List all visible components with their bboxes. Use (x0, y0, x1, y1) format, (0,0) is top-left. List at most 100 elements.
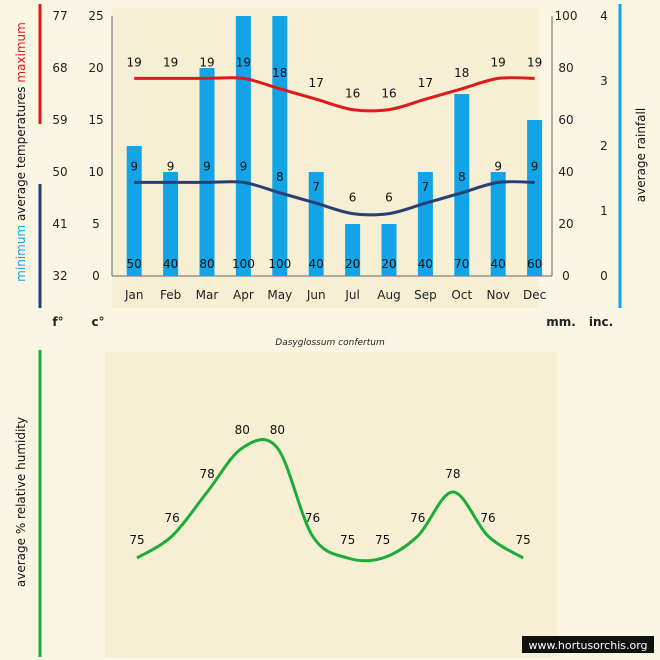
min-temp-label-sep: 7 (422, 180, 430, 194)
humidity-label-aug: 75 (375, 533, 390, 547)
celsius-tick: 0 (92, 269, 100, 283)
month-tick-feb: Feb (160, 288, 181, 302)
rain-bar-nov (490, 172, 506, 276)
month-tick-jun: Jun (306, 288, 326, 302)
max-temp-label-oct: 18 (454, 66, 469, 80)
min-temp-line (134, 180, 535, 217)
rain-mm-tick: 80 (558, 61, 573, 75)
humidity-label-oct: 78 (445, 467, 460, 481)
min-temp-label-apr: 9 (240, 159, 248, 173)
max-temp-label-apr: 19 (236, 55, 251, 69)
rain-bar-dec (527, 120, 543, 276)
max-temp-label-feb: 19 (163, 55, 178, 69)
month-tick-dec: Dec (523, 288, 546, 302)
rain-inch-tick: 4 (600, 9, 608, 23)
temperature-axis-title-min-word: minimum (14, 225, 28, 282)
fahrenheit-tick: 77 (52, 9, 67, 23)
rain-bar-mar (199, 68, 215, 276)
max-temp-label-dec: 19 (527, 55, 542, 69)
rain-inch-unit-label: inc. (589, 315, 613, 329)
temperature-axis-title-middle: average temperatures (14, 86, 28, 224)
rain-label-feb: 40 (163, 257, 178, 271)
month-tick-may: May (267, 288, 292, 302)
rain-label-dec: 60 (527, 257, 542, 271)
month-tick-jul: Jul (344, 288, 359, 302)
chart-title: Dasyglossum confertum (275, 338, 385, 348)
min-temp-label-feb: 9 (167, 159, 175, 173)
watermark-background (522, 636, 654, 653)
humidity-label-mar: 78 (200, 467, 215, 481)
humidity-axis-title: average % relative humidity (14, 417, 28, 587)
rain-bar-jul (345, 224, 361, 276)
rain-bar-apr (235, 16, 251, 276)
max-temp-label-may: 18 (272, 66, 287, 80)
rain-mm-unit-label: mm. (546, 315, 576, 329)
rain-bar-sep (417, 172, 433, 276)
fahrenheit-tick: 41 (52, 217, 67, 231)
celsius-tick: 25 (88, 9, 103, 23)
month-tick-mar: Mar (196, 288, 219, 302)
min-temp-label-aug: 6 (385, 191, 393, 205)
rain-bar-jan (126, 146, 142, 276)
rain-label-jan: 50 (127, 257, 142, 271)
fahrenheit-tick: 59 (52, 113, 67, 127)
fahrenheit-tick: 32 (52, 269, 67, 283)
temperature-axis-title: minimum average temperatures maximum (14, 22, 28, 282)
rainfall-axis-title: average rainfall (634, 108, 648, 202)
min-temp-label-may: 8 (276, 170, 284, 184)
humidity-chart-panel (105, 352, 557, 657)
rain-bar-oct (454, 94, 470, 276)
humidity-label-jun: 76 (305, 511, 320, 525)
celsius-tick: 20 (88, 61, 103, 75)
rain-mm-tick: 40 (558, 165, 573, 179)
rain-label-jul: 20 (345, 257, 360, 271)
rain-label-oct: 70 (454, 257, 469, 271)
rain-mm-tick: 0 (562, 269, 570, 283)
celsius-tick: 10 (88, 165, 103, 179)
max-temp-line (134, 76, 535, 113)
celsius-tick: 5 (92, 217, 100, 231)
humidity-label-may: 80 (270, 423, 285, 437)
humidity-label-apr: 80 (235, 423, 250, 437)
rain-label-nov: 40 (491, 257, 506, 271)
rain-label-sep: 40 (418, 257, 433, 271)
max-temp-label-jun: 17 (309, 76, 324, 90)
humidity-label-jul: 75 (340, 533, 355, 547)
rain-label-mar: 80 (199, 257, 214, 271)
max-temp-label-aug: 16 (381, 87, 396, 101)
max-temp-label-jan: 19 (127, 55, 142, 69)
max-temp-label-nov: 19 (491, 55, 506, 69)
rain-mm-tick: 100 (555, 9, 578, 23)
humidity-label-dec: 75 (515, 533, 530, 547)
humidity-label-sep: 76 (410, 511, 425, 525)
rain-bar-feb (163, 172, 179, 276)
humidity-label-feb: 76 (164, 511, 179, 525)
month-tick-oct: Oct (451, 288, 472, 302)
month-tick-sep: Sep (414, 288, 437, 302)
rain-mm-tick: 60 (558, 113, 573, 127)
month-tick-aug: Aug (377, 288, 400, 302)
humidity-line (136, 438, 524, 563)
month-tick-apr: Apr (233, 288, 254, 302)
min-temp-label-jul: 6 (349, 191, 357, 205)
humidity-label-nov: 76 (480, 511, 495, 525)
min-temp-label-jan: 9 (130, 159, 138, 173)
rain-inch-tick: 3 (600, 74, 608, 88)
rain-inch-tick: 1 (600, 204, 608, 218)
rain-label-aug: 20 (381, 257, 396, 271)
rain-bar-jun (308, 172, 324, 276)
rain-inch-tick: 2 (600, 139, 608, 153)
min-temp-label-nov: 9 (494, 159, 502, 173)
min-temp-label-mar: 9 (203, 159, 211, 173)
rain-bar-aug (381, 224, 397, 276)
watermark: www.hortusorchis.org (528, 639, 647, 652)
celsius-unit-label: c° (91, 315, 104, 329)
max-temp-label-jul: 16 (345, 87, 360, 101)
rain-inch-tick: 0 (600, 269, 608, 283)
fahrenheit-tick: 68 (52, 61, 67, 75)
min-temp-label-jun: 7 (312, 180, 320, 194)
rain-label-apr: 100 (232, 257, 255, 271)
rain-mm-tick: 20 (558, 217, 573, 231)
